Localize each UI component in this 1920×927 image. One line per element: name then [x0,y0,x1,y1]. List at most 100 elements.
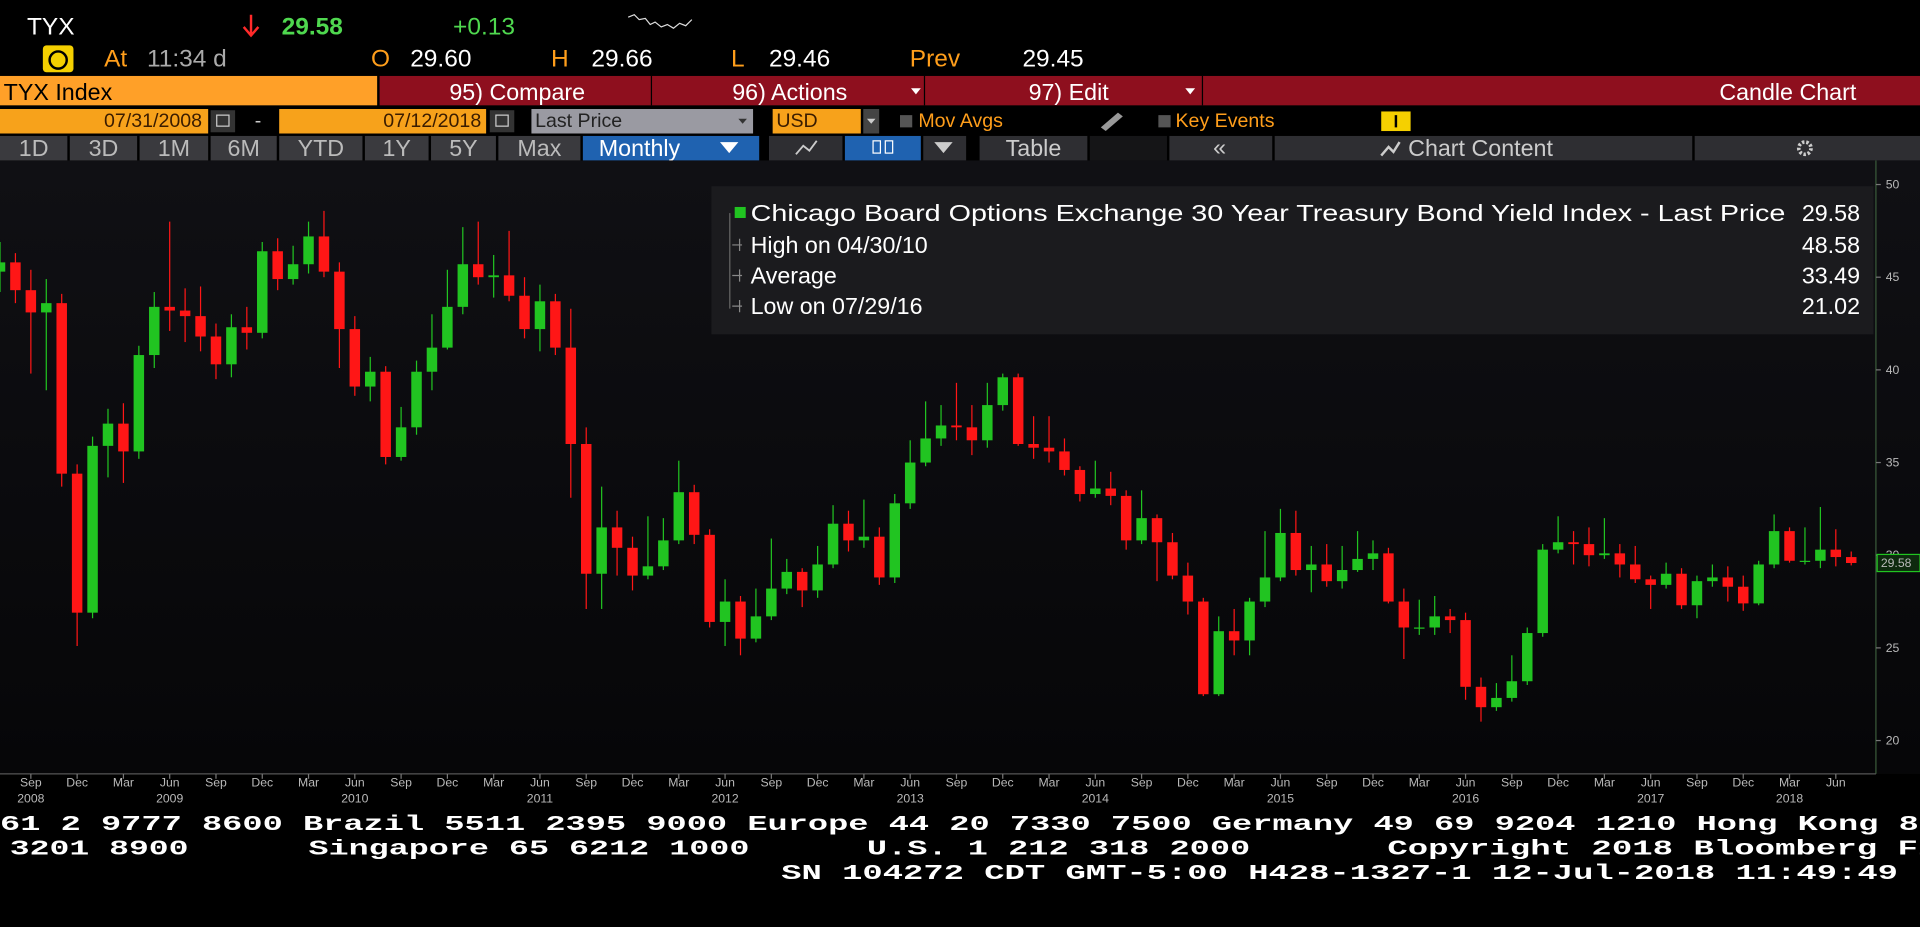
field[interactable]: Last Price [535,110,622,132]
candle-body [0,262,6,272]
footer-segment: Copyright 2018 Bloomberg Fi [1387,838,1920,861]
period-label[interactable]: Max [517,135,561,161]
legend-swatch [734,206,746,218]
x-tick-label: Mar [1038,775,1059,789]
candle-body [1738,586,1749,604]
candle-body [673,492,685,541]
start-date[interactable]: 07/31/2008 [104,110,202,132]
dropdown-arrow[interactable] [866,118,876,124]
dropdown-arrow[interactable] [1185,88,1196,95]
calendar-icon[interactable] [210,110,236,133]
candle-body [1691,581,1703,606]
field-selector[interactable] [531,109,754,134]
candle-body [1645,579,1656,585]
chart-content[interactable]: Chart Content [1408,135,1553,161]
candle-body [1120,495,1132,541]
candle-body [1753,564,1764,604]
candle-body [442,306,453,348]
checkbox[interactable] [900,115,913,128]
footer-segment: Singapore 65 6212 1000 [309,838,750,861]
period-label[interactable]: 1M [158,135,190,161]
x-tick-label: Dec [622,775,644,789]
candle-body [935,425,947,439]
frequency[interactable]: Monthly [599,135,681,161]
x-tick-label: Mar [298,775,319,789]
candle-body [766,588,777,617]
edit-button[interactable]: 97) Edit [1029,79,1110,105]
period-label[interactable]: 1Y [383,135,411,161]
settings-button[interactable] [1694,135,1920,161]
currency-selector[interactable] [772,109,861,134]
currency[interactable]: USD [776,110,817,132]
period-button[interactable] [279,135,363,161]
period-button[interactable] [210,135,277,161]
period-button[interactable] [498,135,581,161]
x-tick-label: Sep [1316,775,1338,789]
chart-type: Candle Chart [1719,79,1857,105]
candle-body [1213,631,1224,695]
dropdown-arrow[interactable] [738,118,747,124]
x-tick-label: Dec [1547,775,1569,789]
period-label[interactable]: 1D [19,135,49,161]
key-events[interactable]: Key Events [1176,110,1275,132]
candle-body [889,503,901,578]
period-button[interactable] [364,135,429,161]
candle-body [1306,564,1317,571]
x-tick-label: Sep [20,775,42,789]
end-date-field[interactable] [279,109,487,134]
collapse-button[interactable] [1169,135,1273,161]
pencil-icon[interactable] [1100,112,1123,132]
end-date[interactable]: 07/12/2018 [383,110,481,132]
candle-body [411,371,422,428]
x-tick-label: Dec [251,775,273,789]
candle-body [1228,631,1240,641]
dropdown-arrow[interactable] [934,142,953,154]
period-button[interactable] [431,135,496,161]
x-tick-label: Jun [1271,775,1291,789]
candle-body [580,444,592,574]
security-field[interactable] [0,75,378,106]
dropdown-arrow[interactable] [911,88,921,95]
checkbox[interactable] [1158,115,1171,128]
candle-body [1367,553,1379,559]
x-tick-label: Sep [1131,775,1153,789]
candle-body [812,564,823,591]
candle-body [534,301,546,330]
table-button[interactable] [979,135,1088,161]
candle-chart-button[interactable] [844,135,921,161]
candle-body [1506,681,1518,698]
period-button[interactable] [69,135,138,161]
candle-body [658,540,669,567]
start-date-field[interactable] [0,109,209,134]
security[interactable]: TYX Index [4,79,113,105]
calendar-icon[interactable] [489,110,515,133]
candle-body [241,327,253,333]
dropdown-arrow[interactable] [720,142,739,154]
x-tick-label: Dec [807,775,829,789]
chart-content-icon [1380,141,1401,157]
x-year-label: 2018 [1776,791,1803,805]
table[interactable]: Table [1006,135,1062,161]
actions-button[interactable]: 96) Actions [732,79,847,105]
candle-body [1537,549,1548,634]
mov-avgs[interactable]: Mov Avgs [918,110,1003,132]
chart-content-button[interactable] [1274,135,1693,161]
period-label[interactable]: 6M [228,135,260,161]
collapse[interactable]: « [1213,134,1226,160]
period-label[interactable]: YTD [298,135,345,161]
period-label[interactable]: 3D [89,135,119,161]
toolbar-spacer [1089,135,1167,161]
line-icon [795,140,818,155]
prev-value: 29.45 [1022,45,1083,72]
period-button[interactable] [139,135,209,161]
candle-body [1198,601,1209,695]
x-year-label: 2011 [527,791,554,805]
period-label[interactable]: 5Y [449,135,477,161]
candle-body [550,301,561,348]
legend-row-value: 33.49 [1802,263,1860,289]
compare-button[interactable]: 95) Compare [449,79,585,105]
x-tick-label: Jun [1085,775,1105,789]
candle-body [565,347,577,445]
period-button[interactable] [0,135,68,161]
candle-body [1352,558,1363,571]
